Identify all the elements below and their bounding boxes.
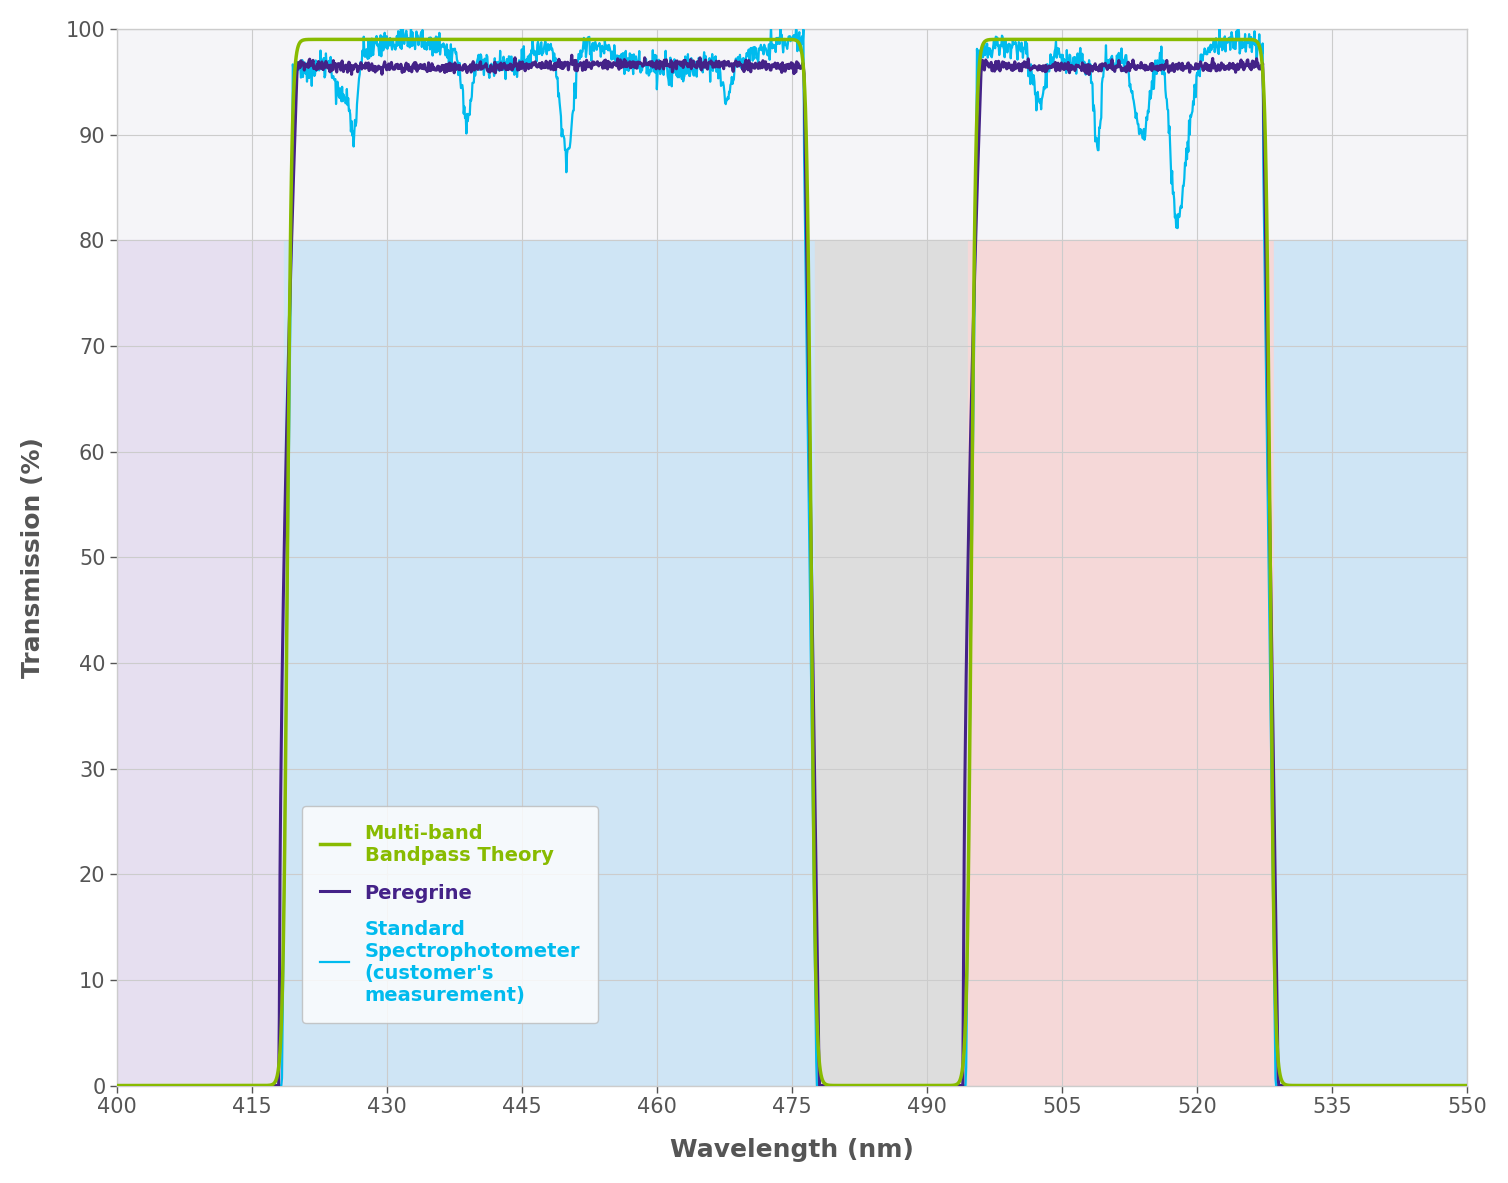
- X-axis label: Wavelength (nm): Wavelength (nm): [671, 1138, 914, 1162]
- Y-axis label: Transmission (%): Transmission (%): [21, 437, 45, 678]
- Legend: Multi-band
Bandpass Theory, Peregrine, Standard
Spectrophotometer
(customer's
me: Multi-band Bandpass Theory, Peregrine, S…: [303, 807, 597, 1023]
